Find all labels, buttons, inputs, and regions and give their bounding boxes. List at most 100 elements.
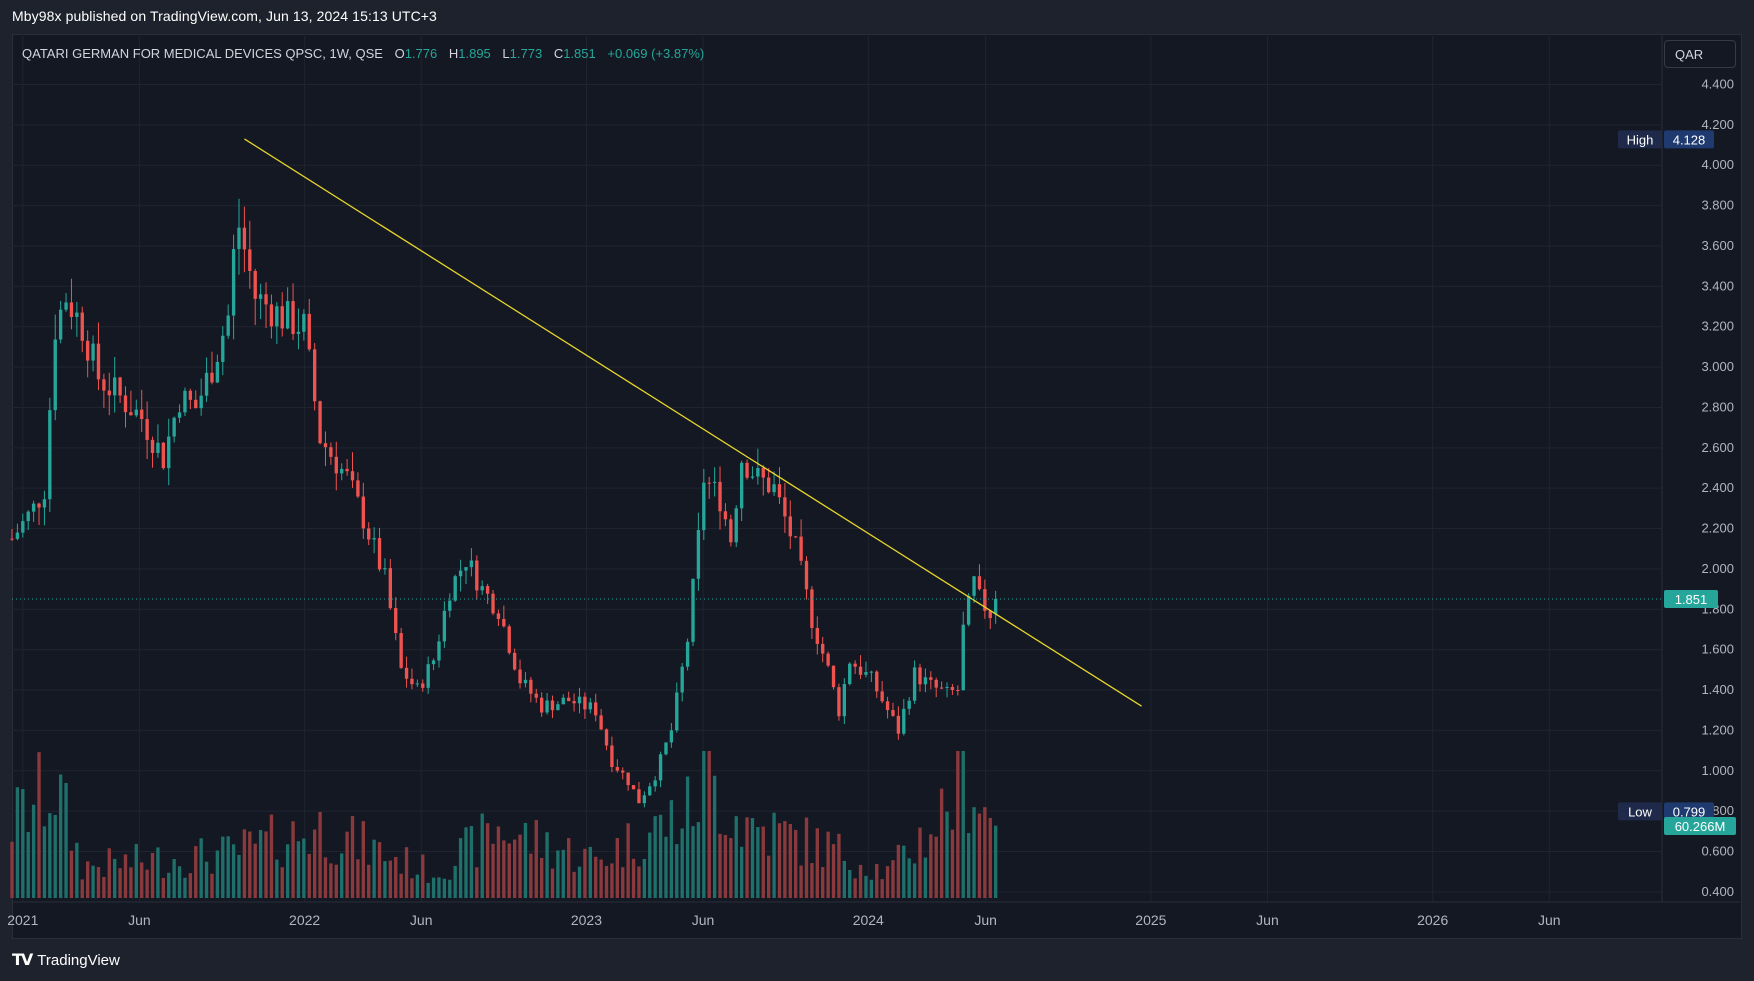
- volume-bar: [113, 858, 117, 898]
- y-tick-label: 3.600: [1701, 238, 1734, 253]
- candle-body: [772, 484, 776, 493]
- x-tick-label: 2025: [1135, 912, 1166, 928]
- candle-body: [480, 586, 484, 591]
- candle-body: [118, 377, 122, 396]
- volume-bar: [821, 867, 825, 898]
- volume-bar: [523, 822, 528, 898]
- candle-body: [377, 538, 382, 570]
- volume-bar: [502, 840, 506, 898]
- y-tick-label: 3.000: [1701, 359, 1734, 374]
- volume-bar: [442, 878, 447, 898]
- candle-body: [107, 390, 111, 396]
- candle-body: [945, 686, 949, 688]
- candle-body: [75, 312, 79, 317]
- high-marker-label-bg: [1618, 130, 1662, 149]
- candle-body: [756, 467, 760, 477]
- volume-bar: [869, 879, 874, 898]
- tradingview-brand: TradingView: [37, 951, 120, 969]
- candle-body: [215, 361, 220, 383]
- candle-body: [977, 576, 982, 590]
- candle-body: [26, 511, 30, 522]
- candle-body: [399, 633, 403, 668]
- candle-body: [85, 340, 90, 361]
- volume-bar: [102, 876, 106, 898]
- candle-body: [599, 715, 603, 730]
- volume-bar: [204, 861, 209, 898]
- volume-bar: [75, 842, 79, 898]
- volume-bar: [939, 788, 944, 898]
- volume-bar: [394, 857, 398, 898]
- volume-bar: [469, 826, 474, 898]
- volume-bar: [388, 860, 393, 898]
- candle-body: [491, 593, 495, 614]
- candle-body: [734, 508, 738, 543]
- volume-bar: [361, 821, 365, 898]
- volume-bar: [615, 838, 620, 898]
- candle-body: [631, 785, 636, 790]
- candle-body: [891, 710, 895, 716]
- tradingview-logo[interactable]: ⁠𝗧𝗩 TradingView: [12, 950, 120, 970]
- candle-body: [702, 482, 706, 531]
- trendline[interactable]: [244, 138, 1142, 707]
- candle-body: [31, 503, 36, 512]
- volume-bar: [269, 814, 274, 898]
- candle-body: [626, 772, 630, 786]
- volume-bar: [831, 844, 836, 898]
- volume-bar: [31, 804, 36, 898]
- volume-bar: [21, 789, 25, 898]
- volume-bar: [712, 775, 717, 898]
- volume-bar: [258, 830, 263, 898]
- y-tick-label: 3.800: [1701, 198, 1734, 213]
- low-marker-value: 0.799: [1673, 804, 1706, 819]
- y-tick-label: 1.600: [1701, 642, 1734, 657]
- high-marker-label: High: [1627, 132, 1654, 147]
- candle-body: [739, 462, 744, 509]
- candle-body: [372, 538, 376, 540]
- open-label: O: [394, 46, 405, 61]
- volume-bar: [518, 834, 522, 898]
- candle-body: [934, 679, 938, 688]
- x-tick-label: Jun: [1538, 912, 1561, 928]
- volume-bar: [577, 866, 582, 898]
- volume-bar: [167, 872, 171, 898]
- candle-body: [815, 627, 819, 644]
- candle-body: [442, 610, 447, 642]
- candle-body: [518, 669, 522, 684]
- candle-body: [48, 410, 52, 500]
- volume-bar: [702, 751, 706, 898]
- candle-body: [334, 456, 338, 474]
- volume-bar: [745, 817, 749, 898]
- currency-selector[interactable]: QAR: [1664, 40, 1736, 68]
- candle-body: [826, 653, 830, 666]
- candle-body: [10, 538, 14, 540]
- volume-bar: [631, 858, 636, 898]
- x-tick-label: Jun: [692, 912, 715, 928]
- volume-bar: [156, 847, 160, 898]
- volume-bar: [15, 787, 20, 898]
- volume-bar: [334, 864, 338, 898]
- volume-bar: [80, 879, 84, 898]
- candle-body: [902, 708, 906, 734]
- y-tick-label: 2.200: [1701, 521, 1734, 536]
- volume-bar: [794, 829, 798, 898]
- volume-bar: [302, 838, 306, 898]
- last-price-badge: 1.851: [1675, 592, 1708, 607]
- candle-body: [707, 482, 711, 484]
- volume-bar: [507, 843, 511, 898]
- volume-bar: [902, 845, 906, 898]
- candle-body: [426, 664, 430, 688]
- volume-bar: [345, 831, 349, 898]
- candle-body: [610, 745, 614, 768]
- candle-body: [637, 789, 641, 804]
- candle-body: [966, 595, 971, 625]
- open-value: 1.776: [404, 46, 438, 61]
- candle-body: [102, 379, 106, 391]
- candle-body: [929, 677, 933, 680]
- volume-bar: [896, 844, 901, 898]
- volume-bar: [383, 861, 387, 898]
- close-label: C: [553, 46, 564, 61]
- volume-bar: [242, 829, 247, 898]
- volume-bar: [91, 865, 95, 898]
- chart-frame[interactable]: [12, 34, 1742, 939]
